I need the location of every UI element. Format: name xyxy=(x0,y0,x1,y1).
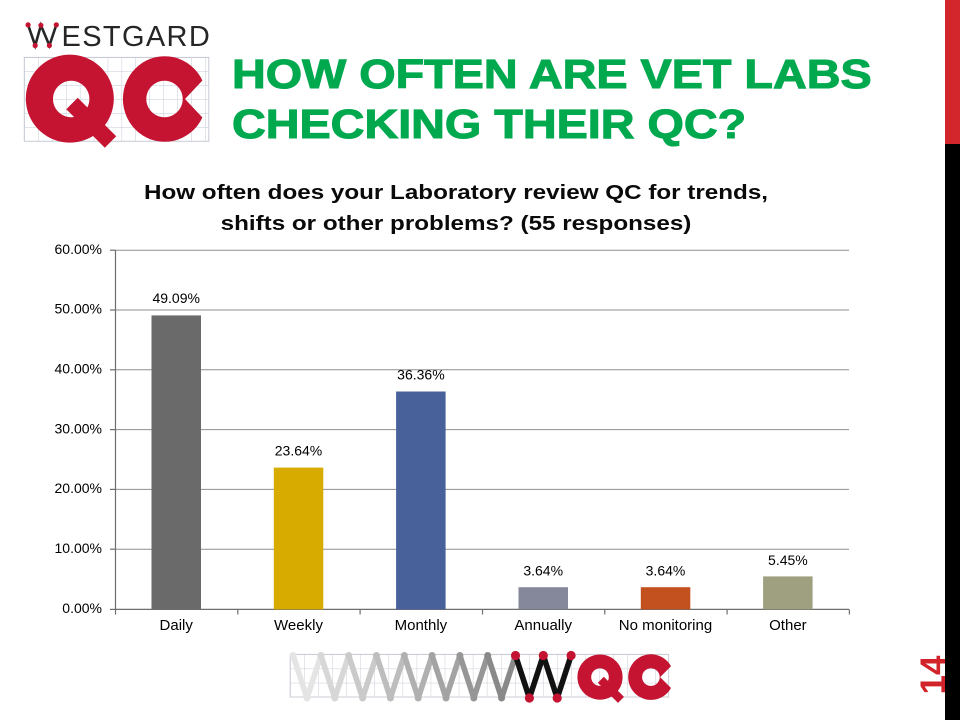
svg-text:40.00%: 40.00% xyxy=(55,361,102,377)
svg-text:5.45%: 5.45% xyxy=(768,552,808,568)
svg-text:23.64%: 23.64% xyxy=(275,443,322,459)
svg-text:3.64%: 3.64% xyxy=(523,563,563,579)
svg-text:3.64%: 3.64% xyxy=(646,563,686,579)
svg-text:Monthly: Monthly xyxy=(395,617,448,634)
svg-text:49.09%: 49.09% xyxy=(152,290,199,306)
svg-text:10.00%: 10.00% xyxy=(55,540,102,556)
svg-text:Other: Other xyxy=(769,617,807,634)
svg-text:0.00%: 0.00% xyxy=(62,600,102,616)
svg-text:30.00%: 30.00% xyxy=(55,420,102,436)
svg-text:36.36%: 36.36% xyxy=(397,367,444,383)
svg-text:20.00%: 20.00% xyxy=(55,480,102,496)
svg-text:60.00%: 60.00% xyxy=(55,241,102,257)
svg-text:ESTGARD: ESTGARD xyxy=(62,21,212,53)
svg-text:Daily: Daily xyxy=(160,617,194,634)
svg-text:50.00%: 50.00% xyxy=(55,301,102,317)
svg-text:Annually: Annually xyxy=(514,617,572,634)
svg-text:Weekly: Weekly xyxy=(274,617,323,634)
svg-text:No monitoring: No monitoring xyxy=(619,617,712,634)
